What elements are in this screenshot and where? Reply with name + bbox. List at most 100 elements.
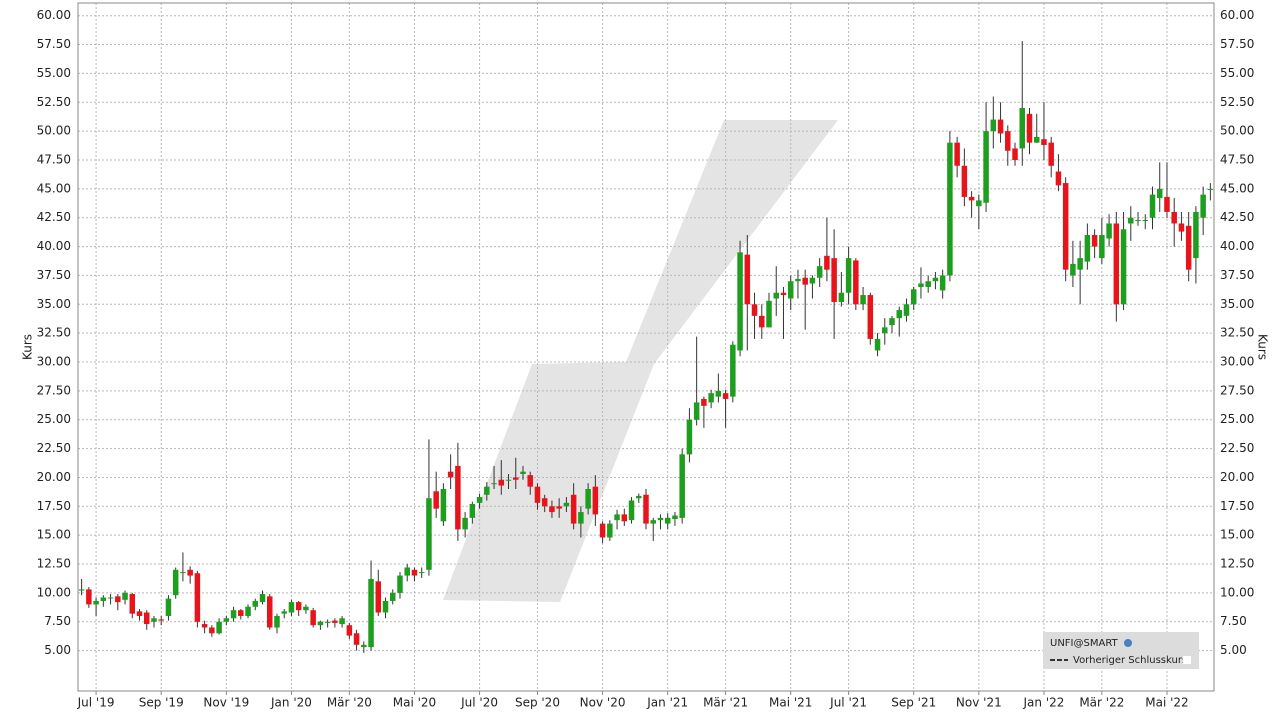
y-tick-label: 40.00 bbox=[37, 239, 71, 253]
candle-body bbox=[1106, 223, 1112, 239]
x-tick-label: Jul '19 bbox=[77, 696, 115, 710]
candle-body bbox=[390, 592, 396, 601]
candle-body bbox=[556, 506, 562, 509]
y-tick-label: 5.00 bbox=[44, 643, 71, 657]
y-tick-label-right: 60.00 bbox=[1220, 8, 1254, 22]
y-tick-label-right: 30.00 bbox=[1220, 355, 1254, 369]
candle-body bbox=[744, 254, 751, 305]
x-tick-label: Nov '21 bbox=[956, 696, 1002, 710]
candle-body bbox=[165, 598, 172, 616]
candle-body bbox=[1012, 148, 1018, 160]
y-tick-label-right: 10.00 bbox=[1220, 585, 1254, 599]
y-tick-label: 22.50 bbox=[37, 441, 71, 455]
y-tick-label-right: 22.50 bbox=[1220, 441, 1254, 455]
y-tick-label-right: 55.00 bbox=[1220, 66, 1254, 80]
candle-body bbox=[910, 289, 917, 305]
y-tick-label-right: 52.50 bbox=[1220, 95, 1254, 109]
candle-body bbox=[759, 315, 765, 328]
candle-body bbox=[722, 393, 729, 399]
candle-body bbox=[997, 119, 1004, 134]
candle-body bbox=[107, 597, 114, 599]
y-tick-label: 25.00 bbox=[37, 412, 71, 426]
candle-body bbox=[1149, 194, 1156, 218]
candle-body bbox=[411, 569, 418, 576]
candle-body bbox=[715, 390, 722, 397]
legend-icon bbox=[1124, 639, 1132, 647]
plot-frame bbox=[77, 2, 1215, 692]
candle-body bbox=[1062, 183, 1069, 270]
grid bbox=[78, 3, 1214, 691]
candle-body bbox=[636, 495, 642, 499]
candle-body bbox=[751, 304, 758, 316]
candle-body bbox=[657, 517, 664, 521]
candle-body bbox=[990, 119, 997, 132]
candle-body bbox=[889, 318, 895, 326]
candle-body bbox=[802, 277, 808, 285]
candle-body bbox=[375, 581, 382, 613]
candle-body bbox=[773, 292, 779, 299]
candle-body bbox=[896, 310, 902, 319]
x-tick-label: Jan '20 bbox=[270, 696, 312, 710]
candle-body bbox=[527, 475, 533, 487]
y-tick-label-right: 12.50 bbox=[1220, 557, 1254, 571]
y-tick-label: 57.50 bbox=[37, 37, 71, 51]
candle-body bbox=[151, 618, 157, 622]
candle-body bbox=[643, 494, 649, 524]
candle-body bbox=[462, 517, 468, 530]
candle-body bbox=[983, 131, 989, 203]
candle-body bbox=[664, 517, 671, 524]
candle-body bbox=[809, 277, 816, 284]
y-tick-label-right: 50.00 bbox=[1220, 124, 1254, 138]
candle-body bbox=[708, 393, 714, 403]
candle-body bbox=[187, 569, 193, 576]
y-tick-label-right: 40.00 bbox=[1220, 239, 1254, 253]
candle-body bbox=[1135, 220, 1141, 222]
candle-body bbox=[816, 266, 823, 278]
x-tick-label: Mär '22 bbox=[1079, 696, 1124, 710]
y-axis-label: Kurs bbox=[21, 334, 35, 360]
candle-body bbox=[1077, 258, 1083, 270]
candle-body bbox=[614, 514, 620, 521]
candle-body bbox=[932, 277, 939, 282]
y-tick-label-right: 57.50 bbox=[1220, 37, 1254, 51]
x-tick-label: Nov '20 bbox=[580, 696, 626, 710]
candle-body bbox=[1120, 229, 1127, 305]
candle-body bbox=[787, 281, 794, 299]
candle-body bbox=[368, 579, 374, 648]
candle-body bbox=[86, 589, 92, 605]
candle-body bbox=[324, 621, 331, 623]
y-tick-label-right: 32.50 bbox=[1220, 326, 1254, 340]
candle-body bbox=[1128, 217, 1134, 224]
x-tick-label: Jul '21 bbox=[829, 696, 867, 710]
candle-body bbox=[607, 523, 613, 538]
candle-body bbox=[259, 594, 266, 603]
y-tick-label-right: 17.50 bbox=[1220, 499, 1254, 513]
candle-body bbox=[578, 512, 584, 524]
candle-body bbox=[903, 304, 910, 316]
candle-body bbox=[1041, 139, 1047, 145]
candle-body bbox=[238, 610, 244, 616]
x-tick-label: Nov '19 bbox=[203, 696, 249, 710]
candle-body bbox=[491, 483, 497, 485]
candle-body bbox=[223, 618, 230, 622]
y-tick-label: 47.50 bbox=[37, 152, 71, 166]
candle-body bbox=[295, 602, 302, 611]
candle-body bbox=[520, 471, 526, 474]
candle-body bbox=[1164, 196, 1170, 212]
candle-body bbox=[701, 398, 707, 406]
candle-body bbox=[860, 295, 866, 305]
candle-body bbox=[845, 258, 852, 293]
candle-body bbox=[1084, 235, 1091, 262]
candle-body bbox=[679, 454, 685, 518]
legend-checkbox bbox=[1183, 656, 1191, 664]
candle-body bbox=[693, 402, 700, 420]
y-tick-label: 42.50 bbox=[37, 210, 71, 224]
candle-body bbox=[541, 498, 548, 507]
candle-body bbox=[954, 142, 960, 166]
candle-body bbox=[158, 619, 164, 621]
candle-body bbox=[397, 575, 403, 593]
x-tick-label: Jul '20 bbox=[460, 696, 498, 710]
candle-body bbox=[129, 594, 136, 614]
y-tick-label: 60.00 bbox=[37, 8, 71, 22]
candle-body bbox=[447, 471, 454, 478]
